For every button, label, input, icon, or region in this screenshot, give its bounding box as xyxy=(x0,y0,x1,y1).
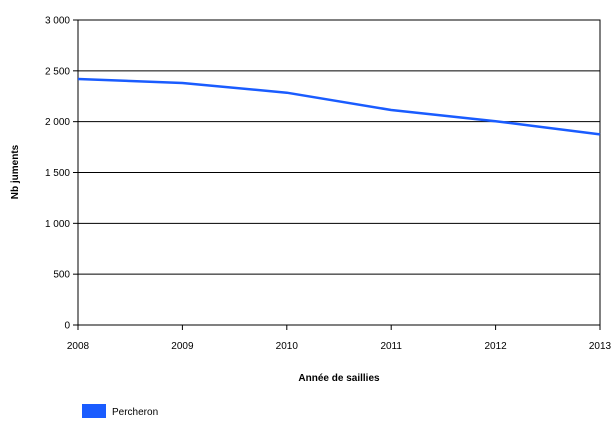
legend: Percheron xyxy=(82,404,158,418)
y-tick-label: 2 000 xyxy=(45,117,70,128)
y-tick-label: 2 500 xyxy=(45,66,70,77)
x-axis: 2008 2009 2010 2011 2012 2013 xyxy=(67,325,612,352)
gridlines xyxy=(78,70,600,275)
x-axis-title: Année de saillies xyxy=(298,373,380,384)
legend-label-percheron: Percheron xyxy=(112,407,158,418)
x-tick-label: 2011 xyxy=(380,341,402,352)
y-tick-label: 500 xyxy=(53,270,70,281)
series-line-percheron xyxy=(77,77,601,136)
y-tick-label: 0 xyxy=(64,321,70,332)
y-axis-title: Nb juments xyxy=(10,144,21,199)
y-axis: 3 000 2 500 2 000 1 500 1 000 500 0 xyxy=(45,16,78,332)
y-tick-label: 1 500 xyxy=(45,168,70,179)
y-tick-label: 1 000 xyxy=(45,219,70,230)
x-tick-label: 2013 xyxy=(589,341,612,352)
x-tick-label: 2010 xyxy=(276,341,299,352)
legend-swatch-percheron xyxy=(82,404,106,418)
y-tick-label: 3 000 xyxy=(45,16,70,27)
x-tick-label: 2012 xyxy=(484,341,507,352)
series-layer xyxy=(77,77,601,136)
x-tick-label: 2009 xyxy=(171,341,194,352)
x-tick-label: 2008 xyxy=(67,341,90,352)
